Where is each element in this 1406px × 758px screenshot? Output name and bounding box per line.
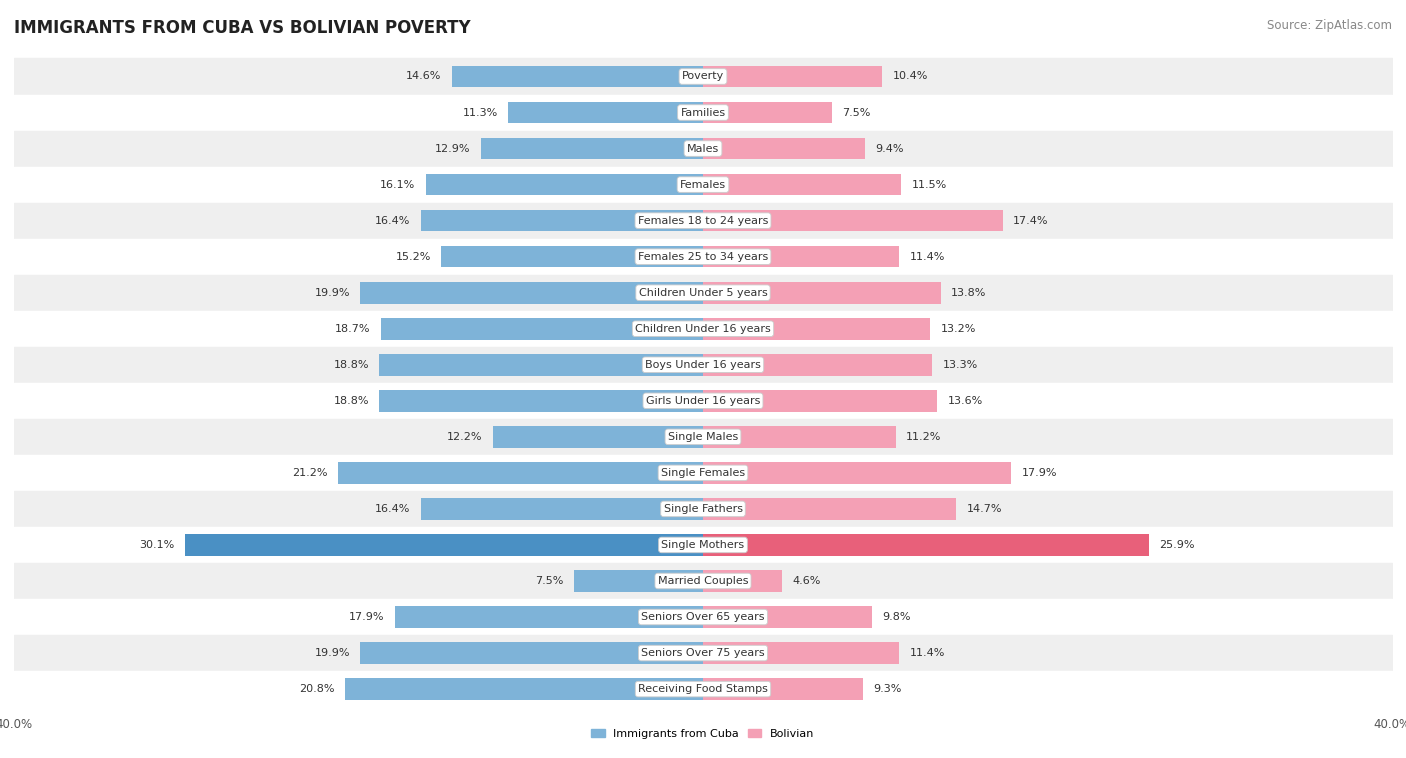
Text: Source: ZipAtlas.com: Source: ZipAtlas.com [1267,19,1392,32]
Bar [703,534,1149,556]
Bar [703,678,863,700]
Text: Girls Under 16 years: Girls Under 16 years [645,396,761,406]
Text: 13.6%: 13.6% [948,396,983,406]
Text: 18.8%: 18.8% [333,360,368,370]
Text: 18.7%: 18.7% [335,324,371,334]
Text: Males: Males [688,143,718,154]
Text: Children Under 5 years: Children Under 5 years [638,288,768,298]
Text: Single Mothers: Single Mothers [661,540,745,550]
Bar [344,678,703,700]
Text: Seniors Over 65 years: Seniors Over 65 years [641,612,765,622]
Text: 14.6%: 14.6% [406,71,441,81]
Text: 15.2%: 15.2% [395,252,430,262]
Text: 11.2%: 11.2% [907,432,942,442]
Text: 12.2%: 12.2% [447,432,482,442]
Text: 14.7%: 14.7% [966,504,1002,514]
Text: 4.6%: 4.6% [793,576,821,586]
Bar [703,210,1002,231]
Text: Females 25 to 34 years: Females 25 to 34 years [638,252,768,262]
Bar [395,606,703,628]
Text: Families: Families [681,108,725,117]
Bar [703,102,832,124]
Text: IMMIGRANTS FROM CUBA VS BOLIVIAN POVERTY: IMMIGRANTS FROM CUBA VS BOLIVIAN POVERTY [14,19,471,37]
Bar [441,246,703,268]
Text: Seniors Over 75 years: Seniors Over 75 years [641,648,765,658]
Text: 13.8%: 13.8% [950,288,987,298]
Text: 17.9%: 17.9% [1022,468,1057,478]
Text: 9.8%: 9.8% [882,612,911,622]
Text: 11.5%: 11.5% [911,180,946,190]
Bar [703,66,882,87]
Text: 16.1%: 16.1% [380,180,415,190]
Text: 19.9%: 19.9% [315,648,350,658]
Text: Single Males: Single Males [668,432,738,442]
Bar [703,246,900,268]
Bar [703,174,901,196]
Bar [426,174,703,196]
Bar [360,282,703,303]
Bar [481,138,703,159]
Text: 13.2%: 13.2% [941,324,976,334]
Bar [420,498,703,520]
Bar [703,282,941,303]
Bar [337,462,703,484]
Bar [509,102,703,124]
Legend: Immigrants from Cuba, Bolivian: Immigrants from Cuba, Bolivian [586,724,820,744]
Text: Poverty: Poverty [682,71,724,81]
Text: Single Fathers: Single Fathers [664,504,742,514]
Bar [703,426,896,448]
Bar [184,534,703,556]
Bar [451,66,703,87]
Bar [420,210,703,231]
Text: 17.9%: 17.9% [349,612,384,622]
Bar [380,390,703,412]
Text: Boys Under 16 years: Boys Under 16 years [645,360,761,370]
Text: 11.4%: 11.4% [910,648,945,658]
Text: 10.4%: 10.4% [893,71,928,81]
Bar [360,642,703,664]
Text: Children Under 16 years: Children Under 16 years [636,324,770,334]
Text: Single Females: Single Females [661,468,745,478]
Text: 16.4%: 16.4% [375,504,411,514]
Text: 25.9%: 25.9% [1160,540,1195,550]
Bar [703,606,872,628]
Text: 13.3%: 13.3% [942,360,977,370]
Text: 7.5%: 7.5% [842,108,870,117]
Bar [703,354,932,375]
Text: 9.4%: 9.4% [875,143,904,154]
Text: 19.9%: 19.9% [315,288,350,298]
Text: 11.3%: 11.3% [463,108,498,117]
Text: Married Couples: Married Couples [658,576,748,586]
Text: 20.8%: 20.8% [299,684,335,694]
Text: Females 18 to 24 years: Females 18 to 24 years [638,215,768,226]
Text: 12.9%: 12.9% [434,143,471,154]
Bar [703,138,865,159]
Bar [703,318,931,340]
Text: Receiving Food Stamps: Receiving Food Stamps [638,684,768,694]
Text: 7.5%: 7.5% [536,576,564,586]
Bar [494,426,703,448]
Bar [703,498,956,520]
Bar [381,318,703,340]
Bar [380,354,703,375]
Text: 18.8%: 18.8% [333,396,368,406]
Text: 17.4%: 17.4% [1012,215,1049,226]
Bar [703,390,938,412]
Text: 16.4%: 16.4% [375,215,411,226]
Text: Females: Females [681,180,725,190]
Bar [703,570,782,592]
Bar [703,642,900,664]
Bar [703,462,1011,484]
Text: 30.1%: 30.1% [139,540,174,550]
Text: 9.3%: 9.3% [873,684,901,694]
Text: 21.2%: 21.2% [292,468,328,478]
Bar [574,570,703,592]
Text: 11.4%: 11.4% [910,252,945,262]
